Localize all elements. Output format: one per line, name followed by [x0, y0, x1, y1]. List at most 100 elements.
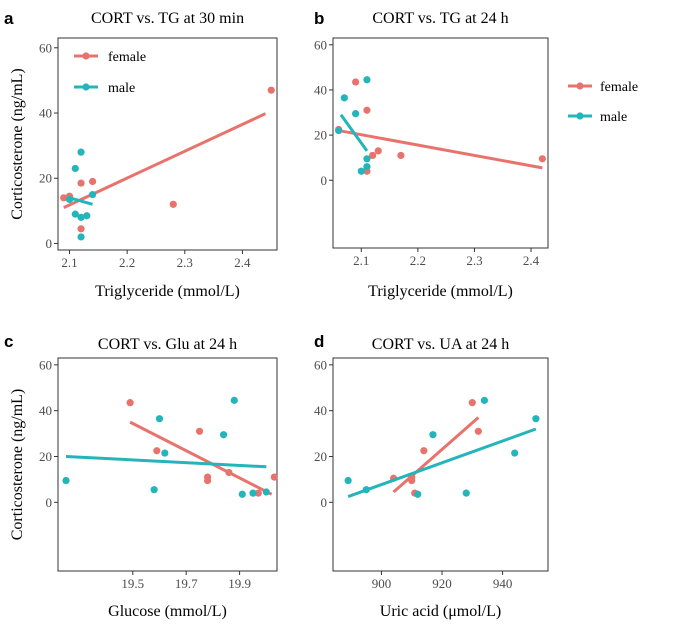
data-point — [429, 431, 437, 439]
chart-title: CORT vs. UA at 24 h — [372, 336, 509, 353]
y-tick-label: 0 — [46, 236, 53, 251]
x-tick-label: 2.2 — [410, 253, 426, 268]
x-tick-label: 2.3 — [466, 253, 482, 268]
y-tick-label: 60 — [314, 357, 327, 372]
y-tick-label: 20 — [39, 171, 52, 186]
data-point — [262, 488, 270, 496]
data-point — [480, 396, 489, 404]
data-point — [238, 490, 246, 498]
x-axis-label: Triglyceride (mmol/L) — [368, 283, 513, 300]
fit-line — [347, 427, 537, 498]
legend-label: female — [108, 50, 146, 65]
data-point — [77, 233, 85, 241]
data-point — [468, 399, 476, 407]
data-point — [77, 225, 85, 233]
y-tick-label: 0 — [321, 495, 328, 510]
y-tick-label: 20 — [39, 449, 52, 464]
data-point — [270, 473, 278, 481]
x-tick-label: 2.1 — [353, 253, 369, 268]
series-male — [62, 396, 270, 498]
data-point — [335, 126, 343, 135]
legend: female male — [74, 50, 146, 96]
chart-title: CORT vs. TG at 30 min — [91, 10, 244, 27]
y-axis-label: Corticosterone (ng/mL) — [9, 389, 26, 541]
fit-line — [392, 416, 480, 494]
x-tick-label: 2.4 — [523, 253, 540, 268]
data-point — [126, 399, 134, 407]
data-point — [249, 489, 257, 497]
y-tick-label: 20 — [314, 128, 327, 143]
x-axis-label: Glucose (mmol/L) — [108, 603, 227, 620]
data-point — [511, 449, 519, 457]
data-point — [363, 163, 371, 171]
x-tick-label: 920 — [432, 576, 452, 591]
data-point — [195, 427, 204, 435]
fit-line — [63, 112, 267, 209]
legend: female male — [568, 80, 638, 125]
y-axis-label: Corticosterone (ng/mL) — [9, 68, 26, 220]
x-tick-label: 900 — [372, 576, 392, 591]
x-tick-label: 19.9 — [228, 576, 251, 591]
x-tick-label: 2.3 — [177, 255, 193, 270]
data-point — [88, 190, 97, 199]
x-axis-label: Uric acid (μmol/L) — [380, 603, 501, 620]
y-tick-label: 40 — [314, 82, 327, 97]
data-point — [352, 78, 360, 86]
data-point — [357, 167, 365, 175]
chart-title: CORT vs. Glu at 24 h — [98, 336, 237, 353]
data-point — [77, 148, 85, 156]
series-male — [65, 148, 97, 241]
data-point — [71, 210, 79, 218]
x-tick-label: 19.7 — [175, 576, 198, 591]
panel-letter: d — [314, 332, 324, 351]
x-tick-label: 2.1 — [61, 255, 77, 270]
data-point — [352, 110, 360, 118]
x-axis-label: Triglyceride (mmol/L) — [95, 283, 240, 300]
data-point — [363, 106, 371, 114]
panel-b: b CORT vs. TG at 24 h 0 20 40 60 2.1 2.2 2.3 2.4 T… — [314, 9, 638, 300]
y-tick-label: 40 — [39, 403, 52, 418]
data-point — [161, 449, 169, 457]
plot-frame — [57, 37, 278, 251]
x-tick-label: 2.4 — [234, 255, 251, 270]
fit-line — [65, 454, 267, 469]
fit-line — [69, 196, 93, 206]
data-point — [60, 194, 68, 202]
panel-letter: b — [314, 9, 324, 28]
data-point — [397, 151, 405, 160]
y-tick-label: 60 — [39, 40, 52, 55]
data-point — [369, 151, 377, 160]
legend-swatch-point — [576, 112, 584, 120]
data-point — [462, 489, 470, 497]
data-point — [62, 476, 70, 485]
x-tick-label: 2.2 — [119, 255, 135, 270]
y-tick-label: 20 — [314, 449, 327, 464]
chart-title: CORT vs. TG at 24 h — [372, 10, 508, 27]
panel-d: d CORT vs. UA at 24 h 0 20 40 60 900 920 940 Uric… — [314, 332, 549, 620]
series-male — [335, 76, 371, 175]
data-point — [340, 94, 348, 102]
data-point — [219, 431, 228, 439]
panel-c: c CORT vs. Glu at 24 h 0 20 40 60 19.5 19.7 19.9… — [4, 332, 278, 620]
data-point — [363, 155, 371, 163]
y-tick-label: 40 — [39, 106, 52, 121]
x-tick-label: 940 — [493, 576, 513, 591]
legend-swatch-point — [576, 82, 584, 90]
data-point — [77, 213, 85, 221]
fit-line — [338, 129, 543, 170]
data-point — [83, 212, 91, 220]
data-point — [267, 86, 275, 94]
data-point — [153, 447, 161, 455]
plot-frame — [57, 357, 278, 572]
legend-label: female — [600, 80, 638, 95]
data-point — [155, 415, 164, 423]
legend-label: male — [108, 81, 135, 96]
data-point — [474, 427, 482, 435]
data-point — [538, 155, 546, 163]
x-tick-label: 19.5 — [121, 576, 144, 591]
legend-swatch-point — [82, 52, 90, 60]
plot-frame — [332, 357, 549, 572]
y-tick-label: 60 — [314, 37, 327, 52]
y-tick-label: 0 — [321, 173, 328, 188]
